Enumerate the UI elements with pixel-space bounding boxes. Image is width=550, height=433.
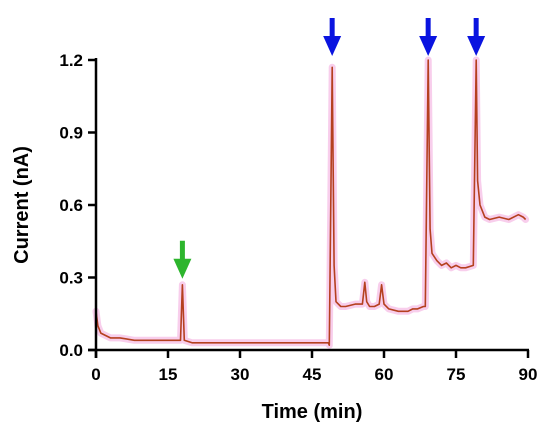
series-line-0	[95, 59, 527, 347]
x-tick-label: 45	[303, 365, 322, 384]
arrow-icon	[419, 18, 438, 56]
y-tick-label: 0.6	[59, 196, 83, 215]
arrow-icon	[323, 18, 342, 56]
y-tick-label: 1.2	[59, 51, 83, 70]
y-axis-title: Current (nA)	[11, 146, 33, 264]
arrow-icon	[467, 18, 486, 56]
arrow-icon	[173, 240, 192, 279]
x-tick-label: 30	[231, 365, 250, 384]
x-tick-label: 60	[375, 365, 394, 384]
y-tick-label: 0.9	[59, 124, 83, 143]
y-tick-label: 0.3	[59, 269, 83, 288]
signal-noise-band	[92, 56, 530, 349]
x-axis-title: Time (min)	[262, 401, 363, 423]
axes	[88, 58, 529, 358]
plot-area	[95, 59, 527, 347]
series-band-0	[92, 56, 530, 349]
x-tick-label: 75	[447, 365, 466, 384]
annotation-arrows	[173, 18, 486, 279]
x-tick-label: 0	[91, 365, 100, 384]
x-axis-ticks: 0 15 30 45 60 75 90	[91, 350, 537, 384]
y-tick-label: 0.0	[59, 341, 83, 360]
x-tick-label: 90	[519, 365, 538, 384]
y-axis-ticks: 0.0 0.3 0.6 0.9 1.2	[59, 51, 96, 360]
x-tick-label: 15	[159, 365, 178, 384]
